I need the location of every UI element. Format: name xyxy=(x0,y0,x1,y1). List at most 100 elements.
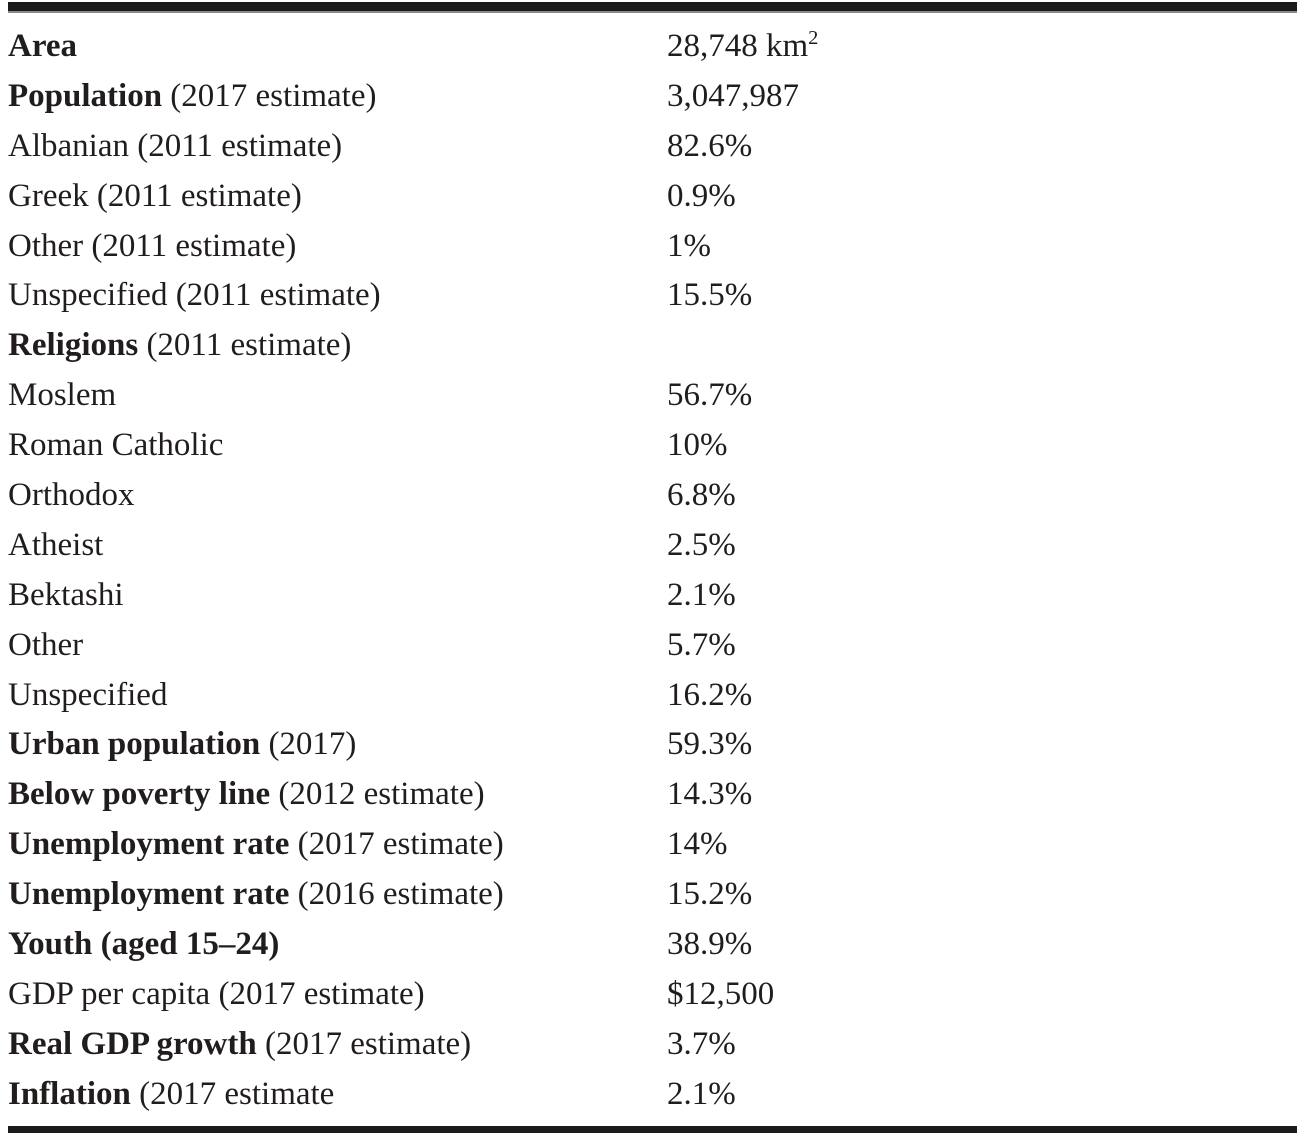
row-attribute-regular: Moslem xyxy=(8,377,117,414)
row-attribute: Real GDP growth (2017 estimate) xyxy=(8,1020,667,1070)
row-value: 3.7% xyxy=(667,1025,736,1062)
row-value: 3,047,987 xyxy=(667,77,799,114)
row-attribute-regular: Greek (2011 estimate) xyxy=(8,177,302,214)
row-value: 0.9% xyxy=(667,177,736,214)
table-row: Inflation (2017 estimate 2.1% xyxy=(8,1070,1297,1120)
row-attribute: Religions (2011 estimate) xyxy=(8,321,667,371)
superscript-2: 2 xyxy=(808,27,819,49)
row-attribute-bold: Unemployment rate xyxy=(8,876,290,913)
table-row: Urban population (2017) 59.3% xyxy=(8,720,1297,770)
row-attribute: Atheist xyxy=(8,521,667,571)
row-attribute-bold: Inflation xyxy=(8,1075,131,1112)
row-value: $12,500 xyxy=(667,975,775,1012)
row-attribute-regular: Unspecified (2011 estimate) xyxy=(8,277,381,314)
row-attribute: Greek (2011 estimate) xyxy=(8,172,667,222)
row-attribute: Albanian (2011 estimate) xyxy=(8,122,667,172)
row-value: 14.3% xyxy=(667,776,753,813)
table-bottom-rule xyxy=(8,1126,1297,1133)
table-row: Real GDP growth (2017 estimate) 3.7% xyxy=(8,1020,1297,1070)
row-value: 82.6% xyxy=(667,127,753,164)
row-value: 2.1% xyxy=(667,576,736,613)
table-rows: Area 28,748 km2 Population (2017 estimat… xyxy=(8,13,1297,1120)
row-attribute-bold: Area xyxy=(8,28,78,64)
row-attribute-regular: (2017 estimate) xyxy=(256,1025,472,1062)
row-attribute-regular: Albanian (2011 estimate) xyxy=(8,127,343,164)
row-attribute: Inflation (2017 estimate xyxy=(8,1070,667,1120)
row-attribute-regular: (2017) xyxy=(260,726,357,763)
row-attribute-regular: GDP per capita (2017 estimate) xyxy=(8,975,425,1012)
row-attribute-regular: (2017 estimate) xyxy=(162,77,377,114)
row-attribute: Moslem xyxy=(8,371,667,421)
table-row: Greek (2011 estimate) 0.9% xyxy=(8,172,1297,222)
row-attribute-bold: Population xyxy=(8,77,163,114)
table-top-rule xyxy=(8,2,1297,13)
table-row: Bektashi 2.1% xyxy=(8,571,1297,621)
table-row: Youth (aged 15–24) 38.9% xyxy=(8,920,1297,970)
row-value: 28,748 km2 xyxy=(667,27,819,64)
row-attribute-regular: (2017 estimate) xyxy=(289,826,504,863)
row-value: 6.8% xyxy=(667,477,736,514)
row-value: 15.2% xyxy=(667,876,753,913)
row-attribute-bold: Youth (aged 15–24) xyxy=(8,926,280,963)
row-attribute-regular: Unspecified xyxy=(8,676,168,713)
table-row: Religions (2011 estimate) xyxy=(8,321,1297,371)
row-value: 56.7% xyxy=(667,377,753,414)
row-attribute: Other xyxy=(8,621,667,671)
table-row: Below poverty line (2012 estimate) 14.3% xyxy=(8,770,1297,820)
table-row: Moslem 56.7% xyxy=(8,371,1297,421)
row-attribute: Below poverty line (2012 estimate) xyxy=(8,770,667,820)
row-attribute-regular: Roman Catholic xyxy=(8,427,224,464)
table-row: Other (2011 estimate) 1% xyxy=(8,222,1297,272)
row-attribute: Population (2017 estimate) xyxy=(8,72,667,122)
row-attribute: Area xyxy=(8,22,667,72)
row-attribute-bold: Urban population xyxy=(8,726,261,763)
row-attribute-regular: (2012 estimate) xyxy=(270,776,485,813)
row-attribute-regular: (2016 estimate) xyxy=(289,876,504,913)
row-attribute: Bektashi xyxy=(8,571,667,621)
row-attribute-bold: Religions xyxy=(8,327,139,364)
table-row: Albanian (2011 estimate) 82.6% xyxy=(8,122,1297,172)
table-row: Roman Catholic 10% xyxy=(8,421,1297,471)
row-attribute-regular: Other (2011 estimate) xyxy=(8,227,297,264)
table-row: Unspecified 16.2% xyxy=(8,671,1297,721)
row-attribute-bold: Unemployment rate xyxy=(8,826,290,863)
row-attribute: Unemployment rate (2016 estimate) xyxy=(8,870,667,920)
row-attribute-bold: Below poverty line xyxy=(8,776,271,813)
row-attribute-regular: Bektashi xyxy=(8,576,124,613)
row-attribute-regular: (2011 estimate) xyxy=(138,327,352,364)
row-attribute-regular: Orthodox xyxy=(8,477,135,514)
row-attribute: Other (2011 estimate) xyxy=(8,222,667,272)
row-value: 5.7% xyxy=(667,626,736,663)
row-attribute: Unspecified xyxy=(8,671,667,721)
table-row: Unspecified (2011 estimate) 15.5% xyxy=(8,271,1297,321)
row-value: 2.1% xyxy=(667,1075,736,1112)
table-row: Unemployment rate (2016 estimate) 15.2% xyxy=(8,870,1297,920)
row-value: 10% xyxy=(667,427,728,464)
row-attribute: Youth (aged 15–24) xyxy=(8,920,667,970)
row-attribute-regular: Atheist xyxy=(8,526,104,563)
row-value: 2.5% xyxy=(667,526,736,563)
row-attribute: Orthodox xyxy=(8,471,667,521)
table-row: Population (2017 estimate) 3,047,987 xyxy=(8,72,1297,122)
table-row: Atheist 2.5% xyxy=(8,521,1297,571)
row-value: 14% xyxy=(667,826,728,863)
row-value: 15.5% xyxy=(667,277,753,314)
table-row: Other 5.7% xyxy=(8,621,1297,671)
row-value: 38.9% xyxy=(667,926,753,963)
row-attribute: Urban population (2017) xyxy=(8,720,667,770)
row-attribute: Unemployment rate (2017 estimate) xyxy=(8,820,667,870)
row-attribute-regular: Other xyxy=(8,626,84,663)
row-attribute-regular: (2017 estimate xyxy=(130,1075,335,1112)
table-row: Area 28,748 km2 xyxy=(8,22,1297,72)
table-row: Orthodox 6.8% xyxy=(8,471,1297,521)
table-row: Unemployment rate (2017 estimate) 14% xyxy=(8,820,1297,870)
row-value: 1% xyxy=(667,227,711,264)
row-attribute: Unspecified (2011 estimate) xyxy=(8,271,667,321)
row-attribute: Roman Catholic xyxy=(8,421,667,471)
table-row: GDP per capita (2017 estimate) $12,500 xyxy=(8,970,1297,1020)
row-attribute-bold: Real GDP growth xyxy=(8,1025,257,1062)
row-value: 16.2% xyxy=(667,676,753,713)
row-value: 59.3% xyxy=(667,726,753,763)
row-attribute: GDP per capita (2017 estimate) xyxy=(8,970,667,1020)
